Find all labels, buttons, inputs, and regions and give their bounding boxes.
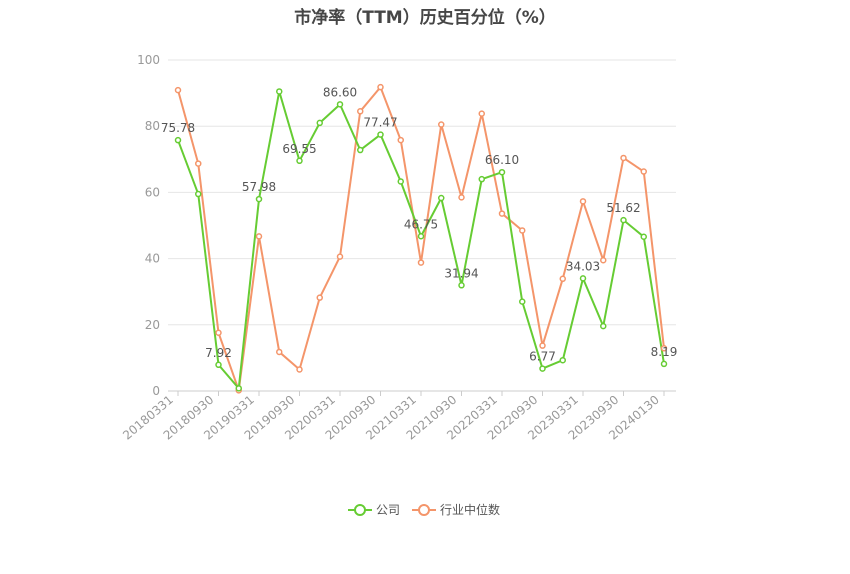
data-label: 86.60 [323, 85, 357, 99]
point-industry [438, 121, 445, 128]
point-industry [559, 275, 566, 283]
data-label: 46.75 [404, 217, 438, 231]
point-company [215, 361, 222, 369]
point-company [296, 157, 303, 165]
legend-marker [354, 504, 366, 516]
legend-marker [418, 504, 430, 516]
y-tick-label: 20 [145, 318, 160, 332]
point-company [174, 136, 182, 144]
point-company [620, 216, 627, 224]
point-company [600, 322, 607, 330]
data-label: 66.10 [485, 153, 519, 167]
data-label: 7.92 [205, 346, 232, 360]
data-label: 51.62 [606, 201, 640, 215]
point-company [255, 195, 263, 203]
legend[interactable]: 公司 行业中位数 [348, 502, 500, 517]
point-industry [417, 259, 425, 266]
point-industry [498, 210, 506, 217]
data-label: 34.03 [566, 259, 600, 273]
legend-company[interactable]: 公司 [348, 503, 400, 517]
data-points [174, 83, 668, 394]
data-label: 6.77 [529, 350, 556, 364]
point-industry [519, 227, 526, 234]
point-industry [174, 86, 182, 94]
point-company [195, 190, 202, 198]
point-company [316, 119, 323, 127]
chart-title: 市净率（TTM）历史百分位（%） [294, 8, 556, 28]
point-company [458, 282, 465, 289]
data-label: 8.19 [651, 345, 678, 359]
legend-label: 行业中位数 [440, 502, 500, 517]
point-company [357, 146, 364, 154]
point-company [519, 298, 526, 305]
point-industry [600, 257, 607, 264]
data-label: 75.78 [161, 121, 195, 135]
point-industry [458, 194, 465, 201]
y-tick-label: 80 [145, 119, 160, 133]
y-tick-label: 60 [145, 185, 160, 199]
data-labels: 75.78 7.92 57.98 69.55 86.60 77.47 46.75 31.94 6… [161, 85, 678, 363]
legend-label: 公司 [376, 503, 400, 517]
point-company [336, 101, 344, 108]
data-label: 57.98 [242, 180, 276, 194]
point-company [397, 178, 404, 185]
point-company [417, 233, 425, 240]
y-tick-label: 0 [152, 384, 160, 398]
point-industry [539, 342, 546, 349]
point-industry [296, 366, 303, 373]
point-industry [620, 154, 627, 162]
point-industry [276, 348, 283, 356]
point-company [539, 365, 546, 372]
data-label: 69.55 [282, 142, 316, 156]
point-company [559, 356, 566, 364]
point-industry [336, 253, 344, 260]
y-tick-label: 100 [137, 53, 160, 67]
point-industry [579, 198, 587, 205]
point-industry [478, 110, 485, 117]
point-company [478, 175, 485, 183]
point-industry [377, 83, 384, 91]
point-industry [215, 329, 222, 336]
point-industry [397, 136, 404, 144]
point-company [276, 88, 283, 95]
data-label: 77.47 [363, 116, 397, 130]
point-company [498, 168, 506, 176]
series-line-company [177, 90, 665, 390]
y-tick-label: 40 [145, 252, 160, 266]
point-industry [660, 345, 668, 352]
axes: 0204060801002018033120180930201903312019… [120, 53, 676, 443]
data-label: 31.94 [444, 266, 478, 280]
point-company [377, 131, 384, 138]
legend-industry[interactable]: 行业中位数 [412, 502, 500, 517]
point-company [438, 194, 445, 202]
point-industry [255, 233, 263, 240]
point-industry [640, 168, 647, 175]
point-industry [316, 294, 323, 301]
point-industry [357, 108, 364, 115]
point-company [579, 275, 587, 282]
point-company [660, 360, 668, 368]
point-company [640, 233, 647, 241]
point-industry [195, 160, 202, 167]
point-company [235, 385, 242, 392]
